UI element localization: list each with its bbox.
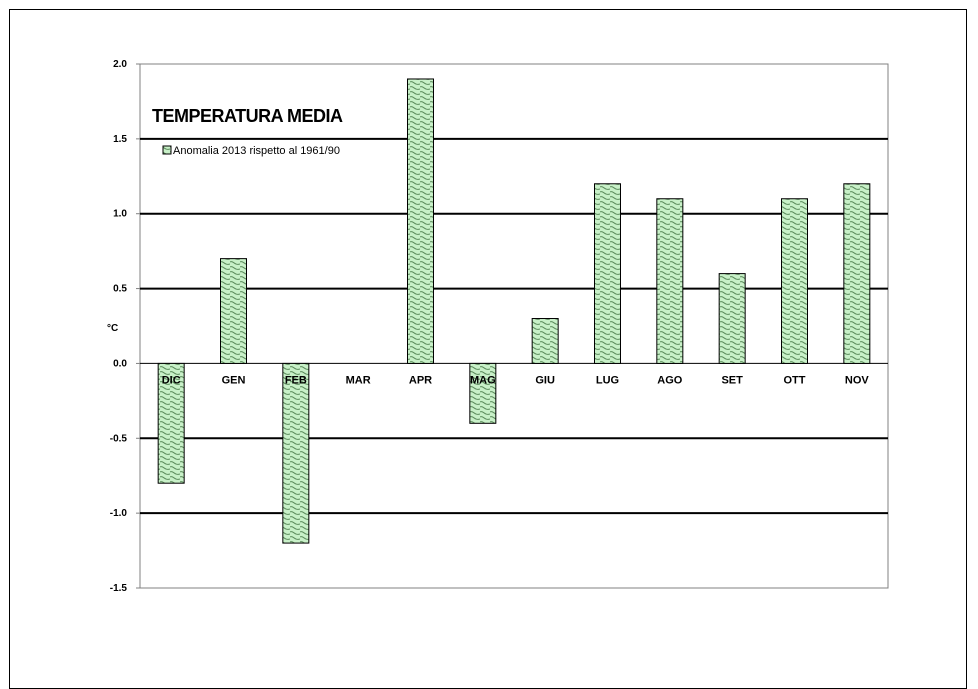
y-tick-label: -0.5: [110, 433, 128, 444]
x-category-label: AGO: [657, 374, 683, 386]
x-category-label: OTT: [784, 374, 806, 386]
x-category-label: GEN: [222, 374, 246, 386]
y-tick-label: -1.0: [110, 508, 128, 519]
bar-dic: [157, 362, 185, 484]
x-category-label: SET: [721, 374, 743, 386]
gridlines: [140, 137, 888, 515]
x-axis-categories: DIC GEN FEB MAR APR MAG GIU LUG AGO SET OTT NOV: [162, 374, 870, 386]
chart-title: TEMPERATURA MEDIA: [152, 106, 343, 126]
bar-feb: [282, 362, 310, 544]
bar-giu: [531, 318, 559, 364]
x-category-label: DIC: [162, 374, 181, 386]
y-tick-label: 1.5: [113, 134, 127, 145]
bar-set: [718, 273, 746, 364]
legend-swatch: [162, 145, 172, 155]
bar-nov: [843, 183, 871, 364]
legend: Anomalia 2013 rispetto al 1961/90: [162, 145, 340, 157]
plot-border: [139, 63, 889, 589]
x-category-label: MAG: [470, 374, 496, 386]
chart: 2.0 1.5 1.0 0.5 0.0 -0.5 -1.0 -1.5 DIC GEN FEB MAR…: [107, 59, 889, 594]
legend-label: Anomalia 2013 rispetto al 1961/90: [173, 145, 340, 157]
y-tick-label: 1.0: [113, 209, 127, 220]
x-category-label: FEB: [285, 374, 307, 386]
bar-mag: [469, 362, 497, 424]
x-category-label: MAR: [346, 374, 371, 386]
bars: [157, 78, 871, 544]
bar-gen: [220, 258, 247, 364]
x-category-label: APR: [409, 374, 432, 386]
bar-ott: [781, 198, 808, 364]
y-tick-label: 2.0: [113, 59, 127, 70]
y-tick-label: -1.5: [110, 583, 128, 594]
bar-apr: [407, 78, 434, 364]
y-axis-ticks: 2.0 1.5 1.0 0.5 0.0 -0.5 -1.0 -1.5: [110, 59, 140, 594]
x-category-label: NOV: [845, 374, 870, 386]
plot-area: [139, 63, 889, 589]
x-category-label: LUG: [596, 374, 619, 386]
y-tick-label: 0.5: [113, 284, 127, 295]
bar-ago: [656, 198, 684, 364]
bar-lug: [594, 183, 621, 364]
y-tick-label: 0.0: [113, 358, 127, 369]
x-category-label: GIU: [535, 374, 555, 386]
y-axis-unit: °C: [107, 323, 118, 334]
